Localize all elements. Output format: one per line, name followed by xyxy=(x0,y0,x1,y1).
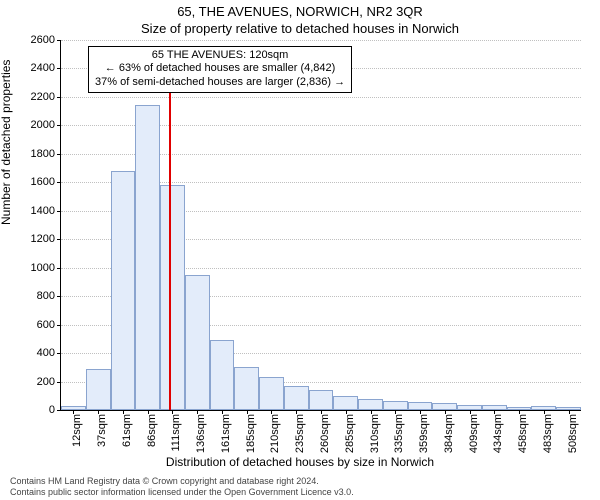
y-tick-mark xyxy=(57,268,61,269)
y-tick-label: 400 xyxy=(37,347,55,359)
y-tick-label: 0 xyxy=(49,404,55,416)
histogram-plot: 0200400600800100012001400160018002000220… xyxy=(60,40,581,411)
y-tick-mark xyxy=(57,97,61,98)
histogram-bar xyxy=(135,105,160,410)
x-tick-label: 12sqm xyxy=(71,414,83,447)
annotation-line-3: 37% of semi-detached houses are larger (… xyxy=(95,76,345,90)
histogram-bar xyxy=(210,340,235,410)
y-tick-label: 1800 xyxy=(31,148,55,160)
footer-line-2: Contains public sector information licen… xyxy=(10,487,590,498)
x-tick-label: 161sqm xyxy=(220,414,232,453)
histogram-bar xyxy=(160,185,185,410)
y-tick-label: 2200 xyxy=(31,91,55,103)
histogram-bar xyxy=(333,396,358,410)
x-tick-label: 508sqm xyxy=(567,414,579,453)
x-tick-label: 111sqm xyxy=(170,414,182,452)
y-tick-mark xyxy=(57,382,61,383)
histogram-bar xyxy=(86,369,111,410)
x-tick-label: 434sqm xyxy=(492,414,504,453)
x-tick-label: 260sqm xyxy=(319,414,331,453)
y-tick-label: 1600 xyxy=(31,176,55,188)
histogram-bar xyxy=(383,401,408,410)
y-tick-label: 600 xyxy=(37,319,55,331)
histogram-bar xyxy=(259,377,284,410)
y-tick-mark xyxy=(57,154,61,155)
x-axis-label: Distribution of detached houses by size … xyxy=(0,455,600,469)
y-tick-mark xyxy=(57,40,61,41)
grid-line xyxy=(61,40,581,41)
y-tick-mark xyxy=(57,68,61,69)
x-tick-label: 359sqm xyxy=(418,414,430,453)
y-tick-label: 2600 xyxy=(31,34,55,46)
attribution-footer: Contains HM Land Registry data © Crown c… xyxy=(10,476,590,498)
x-tick-label: 458sqm xyxy=(517,414,529,453)
histogram-bar xyxy=(185,275,210,410)
x-tick-label: 285sqm xyxy=(344,414,356,453)
histogram-bar xyxy=(111,171,136,410)
x-tick-label: 37sqm xyxy=(96,414,108,447)
x-tick-label: 384sqm xyxy=(443,414,455,453)
x-tick-label: 310sqm xyxy=(369,414,381,453)
x-tick-label: 210sqm xyxy=(269,414,281,453)
x-tick-label: 235sqm xyxy=(294,414,306,453)
x-tick-label: 136sqm xyxy=(195,414,207,453)
histogram-bar xyxy=(358,399,383,410)
y-tick-mark xyxy=(57,296,61,297)
y-tick-label: 1400 xyxy=(31,205,55,217)
histogram-bar xyxy=(408,402,433,410)
grid-line xyxy=(61,97,581,98)
footer-line-1: Contains HM Land Registry data © Crown c… xyxy=(10,476,590,487)
y-tick-mark xyxy=(57,239,61,240)
page-title-1: 65, THE AVENUES, NORWICH, NR2 3QR xyxy=(0,4,600,19)
x-tick-label: 86sqm xyxy=(146,414,158,447)
x-tick-label: 61sqm xyxy=(121,414,133,447)
annotation-line-2: ← 63% of detached houses are smaller (4,… xyxy=(95,62,345,76)
reference-line xyxy=(169,77,171,410)
page-title-2: Size of property relative to detached ho… xyxy=(0,21,600,36)
y-tick-mark xyxy=(57,211,61,212)
histogram-bar xyxy=(234,367,259,410)
y-tick-mark xyxy=(57,325,61,326)
y-tick-label: 1200 xyxy=(31,233,55,245)
histogram-bar xyxy=(309,390,334,410)
y-tick-mark xyxy=(57,125,61,126)
annotation-line-1: 65 THE AVENUES: 120sqm xyxy=(95,49,345,63)
y-axis-label: Number of detached properties xyxy=(0,60,13,225)
y-tick-label: 2000 xyxy=(31,119,55,131)
y-tick-label: 200 xyxy=(37,376,55,388)
x-tick-label: 409sqm xyxy=(468,414,480,453)
y-tick-label: 1000 xyxy=(31,262,55,274)
y-tick-label: 800 xyxy=(37,290,55,302)
x-tick-label: 483sqm xyxy=(542,414,554,453)
annotation-box: 65 THE AVENUES: 120sqm← 63% of detached … xyxy=(88,46,352,93)
histogram-bar xyxy=(432,403,457,410)
x-tick-label: 185sqm xyxy=(245,414,257,453)
x-tick-label: 335sqm xyxy=(393,414,405,453)
y-tick-label: 2400 xyxy=(31,62,55,74)
y-tick-mark xyxy=(57,410,61,411)
y-tick-mark xyxy=(57,353,61,354)
y-tick-mark xyxy=(57,182,61,183)
histogram-bar xyxy=(284,386,309,410)
